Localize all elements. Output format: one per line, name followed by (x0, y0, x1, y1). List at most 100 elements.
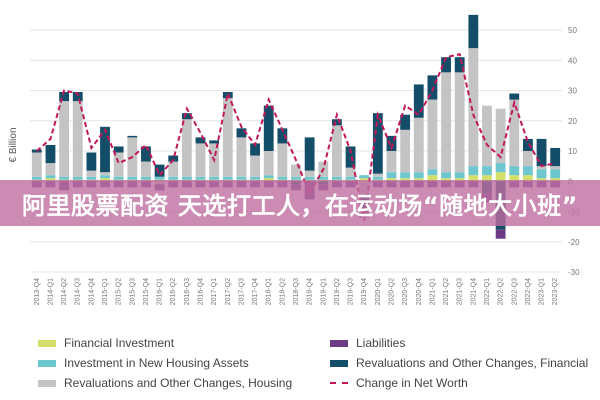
bar (509, 175, 520, 182)
bar (168, 176, 179, 180)
x-tick-label: 2022-Q2 (498, 278, 505, 305)
bar (400, 129, 411, 173)
bar (113, 146, 124, 153)
legend-swatch (38, 379, 56, 387)
x-tick-label: 2021-Q2 (443, 278, 450, 305)
bar (359, 175, 370, 179)
bar (45, 175, 56, 179)
bar (413, 178, 424, 182)
legend-swatch (330, 339, 348, 347)
x-tick-label: 2015-Q1 (102, 278, 109, 305)
bar (250, 143, 260, 156)
bar (386, 178, 397, 182)
x-tick-label: 2017-Q1 (211, 278, 218, 305)
legend-swatch-dashed (330, 382, 348, 384)
bar (154, 176, 165, 180)
x-tick-label: 2015-Q4 (143, 278, 150, 305)
legend-label: Revaluations and Other Changes, Housing (64, 376, 293, 390)
bar (482, 105, 492, 167)
x-tick-label: 2022-Q4 (525, 278, 532, 305)
bar (31, 152, 42, 177)
bar (127, 135, 138, 138)
bar (413, 117, 424, 173)
x-tick-label: 2021-Q1 (429, 278, 436, 305)
x-axis: 2013-Q4 2014-Q1 2014-Q2 2014-Q3 2014-Q4 2015-… (34, 278, 559, 305)
x-tick-label: 2020-Q2 (388, 278, 395, 305)
bar (522, 175, 533, 182)
bar (45, 144, 56, 164)
bar (318, 176, 329, 180)
bar (536, 169, 547, 179)
bar (482, 175, 492, 182)
legend-label: Change in Net Worth (356, 376, 468, 390)
bar (386, 135, 397, 151)
bar (509, 93, 520, 100)
bar (468, 175, 479, 182)
bar (372, 173, 383, 177)
overlay-banner: 阿里股票配资 天选打工人，在运动场“随地大小班” (0, 180, 600, 226)
y-tick-label: 50 (568, 26, 577, 35)
bar (195, 143, 206, 177)
legend-label: Liabilities (356, 336, 406, 350)
bar (86, 170, 97, 177)
x-tick-label: 2022-Q1 (484, 278, 491, 305)
bar (550, 166, 561, 170)
x-tick-label: 2016-Q3 (184, 278, 191, 305)
bar (454, 72, 465, 173)
bar (195, 137, 206, 144)
bar (536, 178, 547, 182)
y-axis-label: € Billion (8, 127, 19, 162)
bar (263, 175, 274, 179)
y-tick-label: 30 (568, 87, 577, 96)
x-tick-label: 2013-Q4 (34, 278, 41, 305)
bar (209, 176, 220, 180)
x-tick-label: 2018-Q2 (279, 278, 286, 305)
bar (141, 146, 151, 162)
y-tick-label: 20 (568, 117, 577, 126)
bar (100, 126, 110, 173)
bar (550, 169, 561, 179)
bar (250, 176, 260, 180)
bar (100, 178, 110, 182)
x-tick-label: 2018-Q1 (266, 278, 273, 305)
bar (31, 176, 42, 180)
bar (550, 178, 561, 182)
bar (332, 176, 342, 180)
bar (195, 176, 206, 180)
bar (522, 138, 533, 151)
bar (304, 137, 315, 171)
bar (400, 178, 411, 182)
bar (400, 114, 411, 130)
legend-financial-investment: Financial Investment (38, 336, 174, 350)
bar (236, 176, 247, 180)
legend-label: Investment in New Housing Assets (64, 356, 249, 370)
bar (86, 176, 97, 180)
x-tick-label: 2016-Q2 (170, 278, 177, 305)
legend-new-housing: Investment in New Housing Assets (38, 356, 249, 370)
bar (495, 172, 506, 182)
y-tick-label: -20 (568, 238, 580, 247)
x-tick-label: 2019-Q4 (361, 278, 368, 305)
bar (413, 172, 424, 179)
bar (72, 101, 83, 177)
bar (441, 57, 451, 73)
x-tick-label: 2020-Q1 (375, 278, 382, 305)
x-tick-label: 2018-Q4 (307, 278, 314, 305)
legend-revaluations-housing: Revaluations and Other Changes, Housing (38, 376, 292, 390)
bar (468, 166, 479, 176)
bar (277, 176, 288, 180)
bar (100, 172, 110, 176)
bar (345, 176, 356, 180)
bar (59, 101, 70, 177)
bar (441, 178, 451, 182)
legend-swatch (38, 339, 56, 347)
bar (441, 72, 451, 173)
bar (468, 14, 479, 49)
bar (72, 92, 83, 102)
bar (468, 48, 479, 167)
x-tick-label: 2015-Q3 (129, 278, 136, 305)
x-tick-label: 2015-Q2 (116, 278, 123, 305)
bar (209, 140, 220, 144)
bar (454, 172, 465, 179)
x-tick-label: 2017-Q2 (225, 278, 232, 305)
